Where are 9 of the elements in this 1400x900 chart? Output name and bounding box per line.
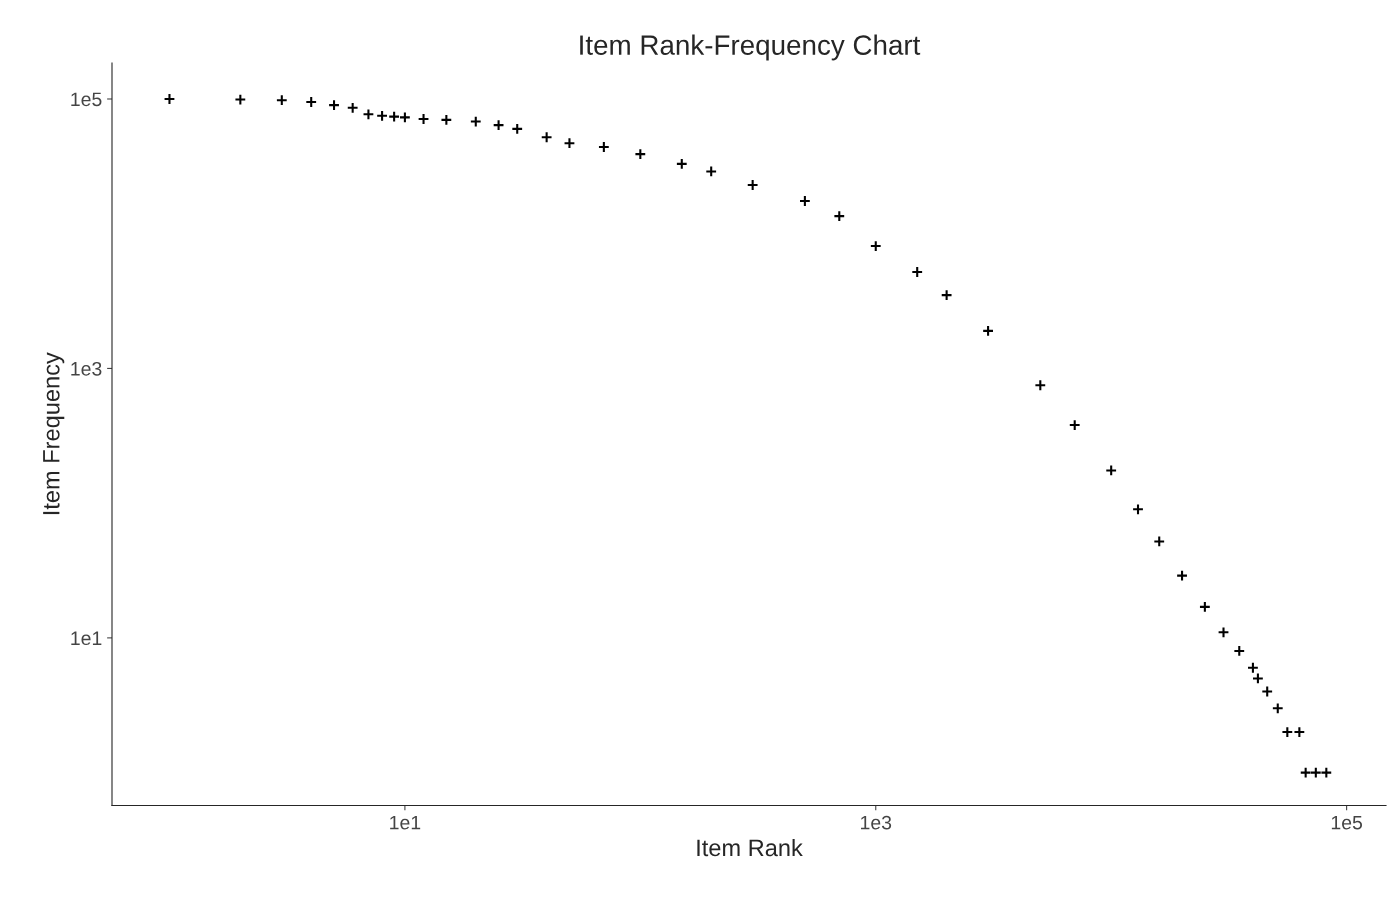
y-axis-title: Item Frequency: [43, 352, 65, 515]
y-tick-label: 1e1: [71, 631, 102, 646]
x-tick-label: 1e3: [861, 815, 892, 830]
x-tick-label: 1e5: [1331, 815, 1363, 830]
y-tick-label: 1e5: [71, 92, 102, 107]
x-tick-label: 1e1: [390, 815, 421, 830]
y-tick-label: 1e3: [71, 361, 102, 376]
x-axis-title: Item Rank: [697, 838, 803, 857]
chart-title: Item Rank-Frequency Chart: [580, 34, 921, 61]
